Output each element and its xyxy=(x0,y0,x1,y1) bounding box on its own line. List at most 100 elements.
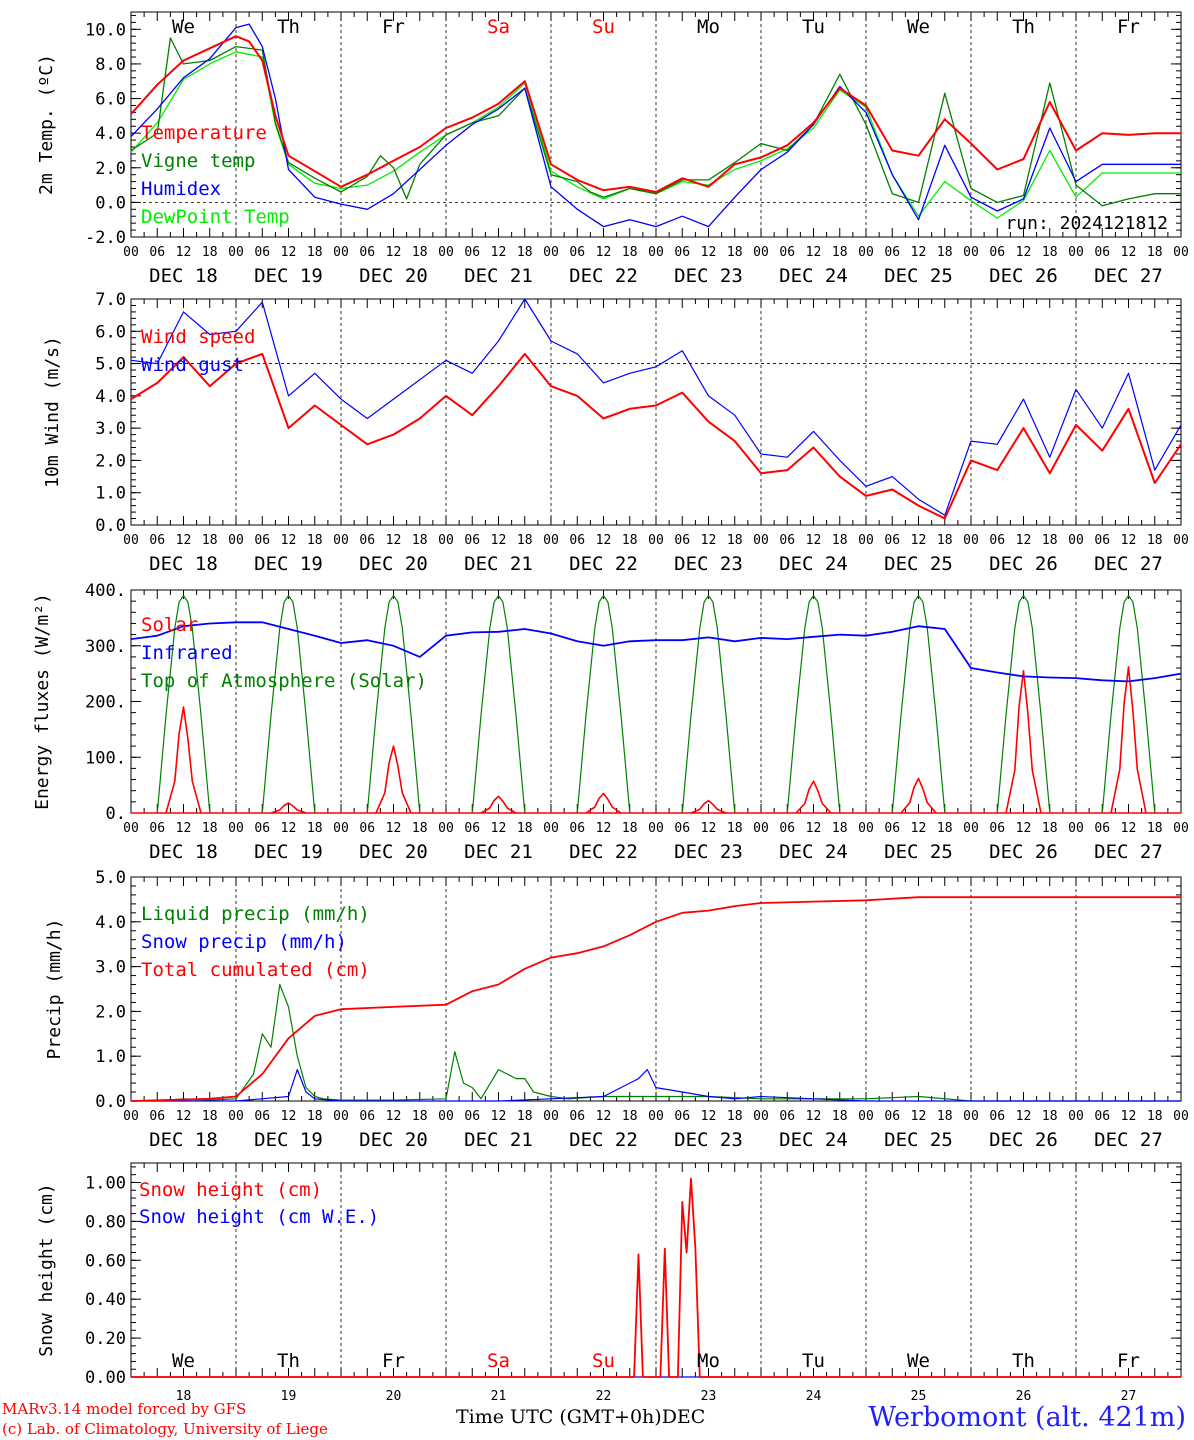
legend-entry: Infrared xyxy=(141,642,233,664)
series-solar xyxy=(1005,669,1042,814)
series-snow-precip xyxy=(131,1068,1181,1102)
hour-tick-label: 06 xyxy=(674,1109,690,1124)
weekday-label: Th xyxy=(277,16,300,38)
hour-tick-label: 12 xyxy=(1016,533,1032,548)
date-label: DEC 21 xyxy=(464,841,533,863)
hour-tick-label: 12 xyxy=(1121,245,1137,260)
hour-tick-label: 06 xyxy=(779,1109,795,1124)
y-tick-label: 6.0 xyxy=(95,90,126,110)
legend-entry: Vigne temp xyxy=(141,150,255,172)
hour-tick-label: 18 xyxy=(307,1109,323,1124)
hour-tick-label: 06 xyxy=(149,1109,165,1124)
y-tick-label: 3.0 xyxy=(95,419,126,439)
hour-tick-label: 18 xyxy=(1042,245,1058,260)
hour-tick-label: 00 xyxy=(753,245,769,260)
day-number-label: 21 xyxy=(491,1389,507,1404)
hour-tick-label: 06 xyxy=(569,1109,585,1124)
series-solar xyxy=(795,780,832,814)
y-tick-label: 8.0 xyxy=(95,55,126,75)
series-solar xyxy=(480,795,517,814)
y-tick-label: 0.60 xyxy=(85,1251,126,1271)
date-label: DEC 19 xyxy=(254,553,323,575)
series-liquid-precip xyxy=(131,983,1181,1102)
hour-tick-label: 00 xyxy=(123,245,139,260)
hour-tick-label: 06 xyxy=(1094,1109,1110,1124)
date-label: DEC 21 xyxy=(464,265,533,287)
hour-tick-label: 18 xyxy=(937,1109,953,1124)
hour-tick-label: 18 xyxy=(727,1109,743,1124)
hour-tick-label: 18 xyxy=(517,245,533,260)
hour-tick-label: 06 xyxy=(989,533,1005,548)
hour-tick-label: 00 xyxy=(228,245,244,260)
series-toa-solar xyxy=(786,594,841,814)
hour-tick-label: 12 xyxy=(1016,821,1032,836)
hour-tick-label: 12 xyxy=(176,533,192,548)
hour-tick-label: 00 xyxy=(1068,533,1084,548)
y-tick-label: 100. xyxy=(85,748,126,768)
legend-entry: Wind gust xyxy=(141,354,244,376)
y-tick-label: 0.0 xyxy=(95,193,126,213)
hour-tick-label: 12 xyxy=(806,533,822,548)
series-toa-solar xyxy=(366,594,421,814)
date-label: DEC 22 xyxy=(569,265,638,287)
day-number-label: 25 xyxy=(911,1389,927,1404)
date-label: DEC 23 xyxy=(674,265,743,287)
hour-tick-label: 18 xyxy=(1042,821,1058,836)
y-tick-label: 0.00 xyxy=(85,1368,126,1388)
hour-tick-label: 12 xyxy=(806,1109,822,1124)
hour-tick-label: 06 xyxy=(254,1109,270,1124)
hour-tick-label: 06 xyxy=(359,821,375,836)
y-tick-label: 400. xyxy=(85,581,126,601)
date-label: DEC 20 xyxy=(359,265,428,287)
series-toa-solar xyxy=(156,594,211,814)
legend-entry: Solar xyxy=(141,614,198,636)
date-label: DEC 20 xyxy=(359,841,428,863)
hour-tick-label: 00 xyxy=(228,1109,244,1124)
hour-tick-label: 18 xyxy=(202,821,218,836)
y-tick-label: 3.0 xyxy=(95,958,126,978)
hour-tick-label: 00 xyxy=(858,821,874,836)
date-label: DEC 21 xyxy=(464,553,533,575)
date-label: DEC 23 xyxy=(674,841,743,863)
date-label: DEC 22 xyxy=(569,841,638,863)
hour-tick-label: 06 xyxy=(464,533,480,548)
hour-tick-label: 12 xyxy=(701,245,717,260)
hour-tick-label: 18 xyxy=(517,821,533,836)
hour-tick-label: 18 xyxy=(412,1109,428,1124)
date-label: DEC 24 xyxy=(779,1129,848,1151)
hour-tick-label: 00 xyxy=(228,821,244,836)
hour-tick-label: 12 xyxy=(281,821,297,836)
hour-tick-label: 12 xyxy=(1016,245,1032,260)
hour-tick-label: 12 xyxy=(911,533,927,548)
y-tick-label: 0.0 xyxy=(95,516,126,536)
y-tick-label: 4.0 xyxy=(95,387,126,407)
x-axis-2: 00 06 12 18 00 06 12 18 00 06 12 18 00 06 12 18 00 06 12 18… xyxy=(123,533,1189,575)
date-label: DEC 27 xyxy=(1094,553,1163,575)
hour-tick-label: 06 xyxy=(674,245,690,260)
hour-tick-label: 18 xyxy=(622,821,638,836)
hour-tick-label: 06 xyxy=(989,1109,1005,1124)
date-label: DEC 27 xyxy=(1094,265,1163,287)
hour-tick-label: 00 xyxy=(333,245,349,260)
y-tick-label: 4.0 xyxy=(95,913,126,933)
hour-tick-label: 12 xyxy=(806,821,822,836)
date-label: DEC 27 xyxy=(1094,841,1163,863)
hour-tick-label: 00 xyxy=(753,1109,769,1124)
hour-tick-label: 00 xyxy=(543,821,559,836)
hour-tick-label: 12 xyxy=(491,821,507,836)
hour-tick-label: 18 xyxy=(202,245,218,260)
hour-tick-label: 18 xyxy=(832,245,848,260)
x-axis-month: DEC xyxy=(661,1406,706,1428)
hour-tick-label: 00 xyxy=(543,1109,559,1124)
y-axis-label: Snow height (cm) xyxy=(36,1183,57,1356)
series-infrared xyxy=(130,621,1182,683)
series-wind-gust xyxy=(130,298,1182,516)
date-label: DEC 24 xyxy=(779,265,848,287)
hour-tick-label: 00 xyxy=(333,1109,349,1124)
day-number-label: 24 xyxy=(806,1389,822,1404)
hour-tick-label: 06 xyxy=(779,245,795,260)
hour-tick-label: 12 xyxy=(701,821,717,836)
series-toa-solar xyxy=(1101,594,1156,814)
hour-tick-label: 00 xyxy=(228,533,244,548)
hour-tick-label: 06 xyxy=(884,245,900,260)
